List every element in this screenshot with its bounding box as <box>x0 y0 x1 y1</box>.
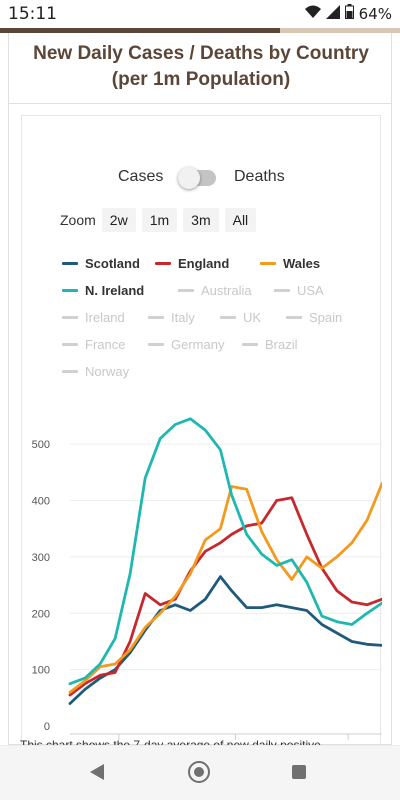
legend-swatch <box>62 370 78 373</box>
status-icons: 64% <box>304 4 392 23</box>
legend-item-wales[interactable]: Wales <box>260 256 320 271</box>
legend-label: England <box>178 256 230 271</box>
legend-label: UK <box>243 310 262 325</box>
legend-swatch <box>148 316 164 319</box>
series-line-n-ireland <box>68 417 382 686</box>
legend-swatch <box>62 289 78 292</box>
legend-item-australia[interactable]: Australia <box>178 283 252 298</box>
page-progress-fill <box>0 28 280 33</box>
cases-deaths-toggle-row: Cases Deaths <box>22 166 382 190</box>
wifi-icon <box>304 5 321 23</box>
legend-swatch <box>178 289 194 292</box>
legend-swatch <box>62 316 78 319</box>
home-icon-dot <box>194 767 204 777</box>
legend-item-brazil[interactable]: Brazil <box>242 337 298 352</box>
legend-label: Norway <box>85 364 130 379</box>
status-time: 15:11 <box>8 4 57 24</box>
legend-item-usa[interactable]: USA <box>274 283 324 298</box>
recent-apps-icon[interactable] <box>292 765 306 779</box>
navigation-bar <box>0 745 400 800</box>
chart-card: New Daily Cases / Deaths by Country (per… <box>8 33 392 745</box>
legend-label: Ireland <box>85 310 125 325</box>
line-chart: 0100200300400500Oct '20Nov '20Dec '20 <box>32 417 382 740</box>
page-progress-bar <box>0 28 400 33</box>
legend-swatch <box>220 316 236 319</box>
y-tick-label: 500 <box>32 439 50 451</box>
zoom-controls: Zoom 2w 1m 3m All <box>60 208 257 232</box>
status-bar: 15:11 64% <box>0 0 400 28</box>
zoom-3m-button[interactable]: 3m <box>183 208 219 232</box>
legend-item-germany[interactable]: Germany <box>148 337 224 352</box>
y-tick-label: 0 <box>44 721 50 733</box>
zoom-1m-button[interactable]: 1m <box>141 208 178 232</box>
legend-swatch <box>62 343 78 346</box>
zoom-all-button[interactable]: All <box>224 208 257 232</box>
legend-label: Italy <box>171 310 195 325</box>
legend-swatch <box>274 289 290 292</box>
series-line-wales <box>68 482 382 694</box>
legend-label: USA <box>297 283 324 298</box>
legend-swatch <box>286 316 302 319</box>
battery-percent: 64% <box>358 4 392 23</box>
legend-label: Spain <box>309 310 343 325</box>
legend-swatch <box>155 262 171 265</box>
legend-swatch <box>62 262 78 265</box>
series-line-scotland <box>68 575 382 705</box>
toggle-knob[interactable] <box>178 167 200 189</box>
legend-label: Wales <box>283 256 321 271</box>
legend-item-england[interactable]: England <box>155 256 229 271</box>
legend-swatch <box>260 262 276 265</box>
legend-swatch <box>242 343 258 346</box>
battery-icon <box>344 4 354 23</box>
zoom-label: Zoom <box>60 212 96 228</box>
chart-panel: Cases Deaths Zoom 2w 1m 3m All Scotland E… <box>21 115 382 744</box>
legend-label: Brazil <box>265 337 298 352</box>
legend-label: Germany <box>171 337 225 352</box>
y-tick-label: 300 <box>32 552 50 564</box>
legend-label: Australia <box>201 283 252 298</box>
home-icon[interactable] <box>188 761 210 783</box>
legend-swatch <box>148 343 164 346</box>
title-divider <box>9 103 391 104</box>
toggle-cases-label[interactable]: Cases <box>118 168 164 185</box>
legend-label: Scotland <box>85 256 140 271</box>
y-tick-label: 200 <box>32 608 50 620</box>
legend-item-norway[interactable]: Norway <box>62 364 129 379</box>
y-tick-label: 400 <box>32 496 50 508</box>
legend-item-ireland[interactable]: Ireland <box>62 310 125 325</box>
legend-label: France <box>85 337 126 352</box>
series-line-england <box>68 496 382 697</box>
legend-item-france[interactable]: France <box>62 337 125 352</box>
legend-item-spain[interactable]: Spain <box>286 310 342 325</box>
back-icon[interactable] <box>90 764 104 780</box>
cases-deaths-toggle[interactable] <box>178 167 216 189</box>
zoom-2w-button[interactable]: 2w <box>101 208 136 232</box>
toggle-deaths-label[interactable]: Deaths <box>234 168 285 185</box>
page-title: New Daily Cases / Deaths by Country (per… <box>33 43 369 90</box>
legend-item-n-ireland[interactable]: N. Ireland <box>62 283 144 298</box>
y-tick-label: 100 <box>32 665 50 677</box>
legend-item-italy[interactable]: Italy <box>148 310 195 325</box>
legend-label: N. Ireland <box>85 283 145 298</box>
signal-icon <box>325 4 340 23</box>
legend-item-uk[interactable]: UK <box>220 310 261 325</box>
legend-item-scotland[interactable]: Scotland <box>62 256 140 271</box>
